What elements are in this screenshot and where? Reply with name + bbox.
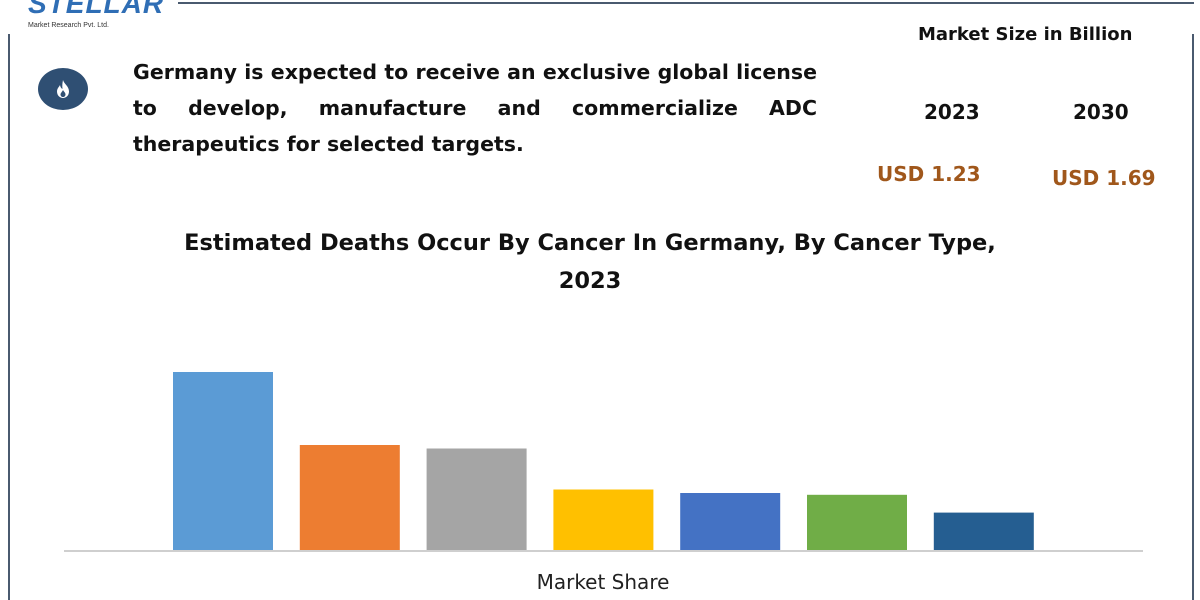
frame-right-border xyxy=(1192,34,1194,600)
market-value-2023: USD 1.23 xyxy=(877,162,981,186)
x-axis-label: Market Share xyxy=(536,570,670,594)
bar-4 xyxy=(553,489,654,550)
bar-3 xyxy=(426,448,527,550)
bar-group xyxy=(173,372,1034,550)
chart-title: Estimated Deaths Occur By Cancer In Germ… xyxy=(184,230,996,294)
frame-left-border xyxy=(8,34,10,600)
bar-6 xyxy=(807,494,907,550)
bar-7 xyxy=(933,512,1034,550)
frame-top-border xyxy=(178,2,1194,4)
bar-chart xyxy=(64,372,1143,552)
company-logo: STELLAR Market Research Pvt. Ltd. xyxy=(8,0,188,36)
summary-text: Germany is expected to receive an exclus… xyxy=(133,60,817,156)
year-label-2023: 2023 xyxy=(924,100,980,124)
flame-badge xyxy=(38,68,88,110)
year-label-2030: 2030 xyxy=(1073,100,1129,124)
bar-2 xyxy=(299,445,400,550)
bar-1 xyxy=(173,372,273,550)
logo-tagline: Market Research Pvt. Ltd. xyxy=(28,22,109,29)
logo-wordmark: STELLAR xyxy=(28,0,165,19)
market-value-2030: USD 1.69 xyxy=(1052,166,1156,190)
market-size-title: Market Size in Billion xyxy=(918,24,1133,45)
flame-icon xyxy=(57,80,69,98)
bar-5 xyxy=(680,493,781,550)
